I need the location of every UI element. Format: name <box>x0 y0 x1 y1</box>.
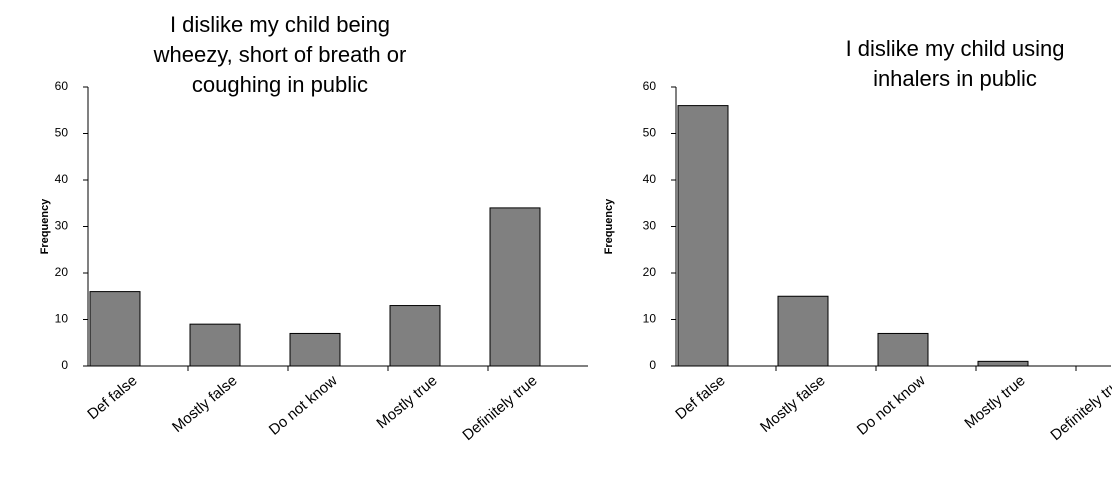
y-tick-label: 50 <box>643 126 657 140</box>
bar <box>977 360 1029 367</box>
x-tick-label: Mostly true <box>373 372 440 432</box>
chart-title: wheezy, short of breath or <box>153 42 407 67</box>
x-tick-label: Def false <box>672 372 728 423</box>
chart-title: inhalers in public <box>873 66 1037 91</box>
y-tick-label: 20 <box>55 265 69 279</box>
bar <box>189 323 241 367</box>
x-tick-label: Do not know <box>266 372 341 439</box>
x-tick-label: Mostly true <box>961 372 1028 432</box>
chart-title: coughing in public <box>192 72 368 97</box>
chart-title: I dislike my child being <box>170 12 390 37</box>
bar <box>677 105 729 367</box>
chart-title: I dislike my child using <box>846 36 1065 61</box>
x-tick-label: Mostly false <box>169 372 241 436</box>
y-tick-label: 50 <box>55 126 69 140</box>
bar <box>389 305 441 367</box>
y-tick-label: 0 <box>61 358 68 372</box>
x-tick-label: Def false <box>84 372 140 423</box>
y-axis-label: Frequency <box>39 198 51 255</box>
y-tick-label: 20 <box>643 265 657 279</box>
x-tick-label: Do not know <box>854 372 929 439</box>
bar <box>89 291 141 367</box>
y-axis-label: Frequency <box>603 198 615 255</box>
bar <box>289 332 341 367</box>
y-tick-label: 40 <box>55 172 69 186</box>
y-tick-label: 30 <box>55 219 69 233</box>
y-tick-label: 10 <box>643 312 657 326</box>
x-tick-label: Definitely true <box>459 372 540 444</box>
y-tick-label: 0 <box>649 358 656 372</box>
y-tick-label: 60 <box>55 79 69 93</box>
bar <box>489 207 541 367</box>
bar <box>877 332 929 367</box>
y-tick-label: 10 <box>55 312 69 326</box>
bar <box>777 295 829 367</box>
y-tick-label: 40 <box>643 172 657 186</box>
x-tick-label: Definitely true <box>1047 372 1112 444</box>
x-tick-label: Mostly false <box>757 372 829 436</box>
y-tick-label: 30 <box>643 219 657 233</box>
y-tick-label: 60 <box>643 79 657 93</box>
